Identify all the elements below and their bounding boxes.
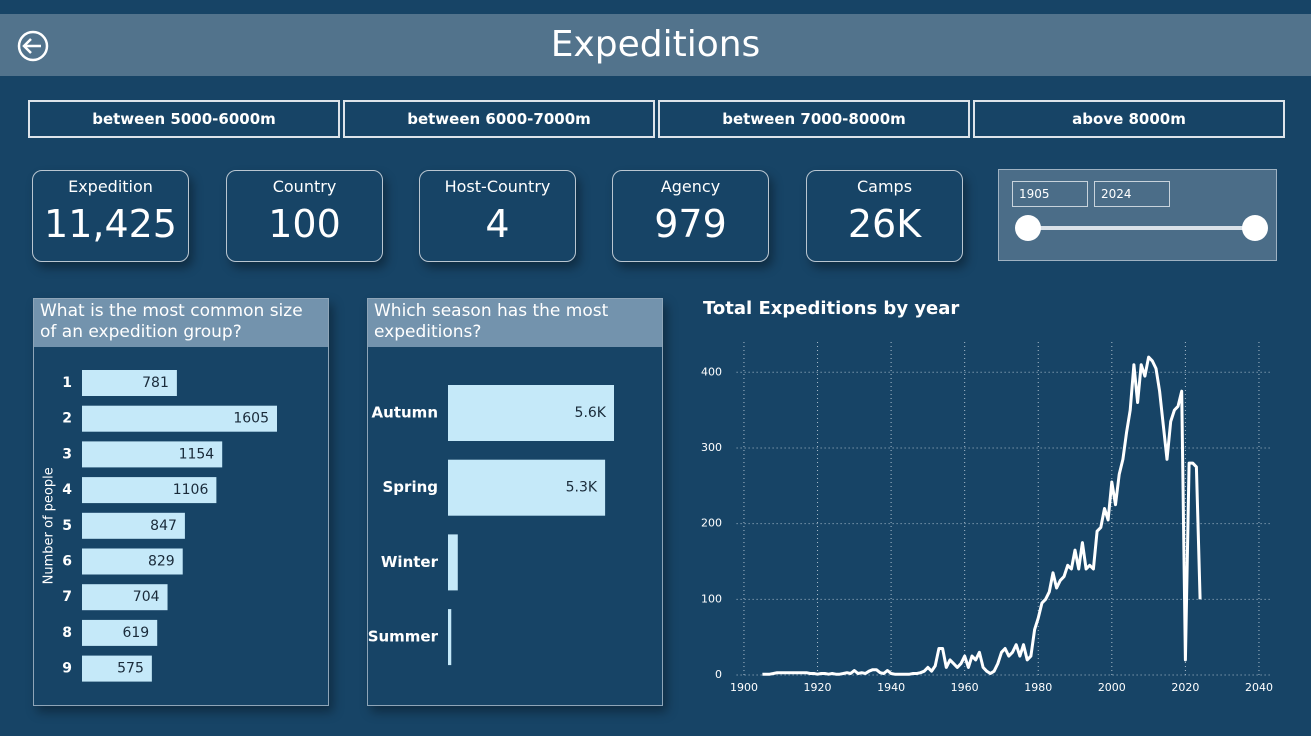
bar bbox=[82, 405, 277, 432]
data-label: 781 bbox=[142, 375, 169, 391]
kpi-card: Camps 26K bbox=[806, 170, 963, 262]
bar bbox=[82, 441, 223, 468]
bar bbox=[448, 534, 458, 591]
data-label: 575 bbox=[117, 661, 144, 677]
bar bbox=[448, 385, 614, 441]
year-slider: 1905 2024 bbox=[998, 169, 1277, 261]
bar bbox=[82, 370, 177, 396]
kpi-label: Camps bbox=[856, 177, 913, 196]
back-button[interactable] bbox=[17, 30, 49, 62]
kpi-label: Country bbox=[272, 177, 337, 196]
chart-panel: Which season has the most expeditions? bbox=[367, 298, 663, 706]
kpi-value: 4 bbox=[485, 202, 510, 246]
data-label: 1154 bbox=[179, 446, 215, 462]
filter-button[interactable]: between 5000-6000m bbox=[28, 100, 340, 138]
data-label: 704 bbox=[133, 589, 160, 605]
y-tick-label: 0 bbox=[715, 668, 722, 681]
x-tick-label: 1980 bbox=[1024, 681, 1052, 694]
kpi-card: Country 100 bbox=[226, 170, 383, 262]
bar bbox=[82, 548, 183, 575]
category-label: 2 bbox=[62, 411, 72, 427]
category-label: 5 bbox=[62, 518, 72, 534]
kpi-card: Expedition 11,425 bbox=[32, 170, 189, 262]
data-label: 1605 bbox=[233, 411, 269, 427]
bar bbox=[82, 512, 185, 539]
kpi-card: Agency 979 bbox=[612, 170, 769, 262]
bar bbox=[448, 609, 452, 666]
filter-button[interactable]: between 6000-7000m bbox=[343, 100, 655, 138]
chart-title: Total Expeditions by year bbox=[703, 298, 960, 319]
kpi-value: 26K bbox=[847, 202, 922, 246]
bar bbox=[82, 477, 217, 504]
category-label: 4 bbox=[62, 482, 72, 498]
category-label: Summer bbox=[368, 628, 439, 646]
header-bar bbox=[0, 14, 1311, 76]
data-label: 847 bbox=[150, 518, 177, 534]
slider-start[interactable]: 1905 bbox=[1012, 181, 1088, 207]
kpi-card: Host-Country 4 bbox=[419, 170, 576, 262]
data-label: 619 bbox=[122, 625, 149, 641]
x-tick-label: 2000 bbox=[1098, 681, 1126, 694]
chart-panel: What is the most common size of an exped… bbox=[33, 298, 329, 706]
data-label: 5.6K bbox=[575, 405, 607, 421]
filter-button[interactable]: above 8000m bbox=[973, 100, 1285, 138]
data-label: 5.3K bbox=[566, 480, 598, 496]
bar bbox=[82, 619, 158, 646]
x-tick-label: 2020 bbox=[1171, 681, 1199, 694]
y-axis-label: Number of people bbox=[42, 467, 57, 584]
x-tick-label: 1920 bbox=[804, 681, 832, 694]
chart-title: What is the most common size of an exped… bbox=[34, 299, 328, 347]
bar bbox=[82, 655, 152, 682]
category-label: 1 bbox=[62, 375, 72, 391]
category-label: Winter bbox=[381, 553, 439, 571]
category-label: 8 bbox=[62, 625, 72, 641]
y-tick-label: 200 bbox=[701, 517, 722, 530]
category-label: 7 bbox=[62, 589, 72, 605]
slider-track bbox=[1029, 226, 1257, 230]
slider-end[interactable]: 2024 bbox=[1094, 181, 1170, 207]
category-label: 6 bbox=[62, 554, 72, 570]
kpi-label: Expedition bbox=[68, 177, 153, 196]
line-series bbox=[762, 355, 1202, 676]
data-label: 1106 bbox=[173, 482, 209, 498]
chart-title: Which season has the most expeditions? bbox=[368, 299, 662, 347]
category-label: Spring bbox=[383, 478, 439, 496]
x-tick-label: 2040 bbox=[1245, 681, 1273, 694]
filter-button[interactable]: between 7000-8000m bbox=[658, 100, 970, 138]
bar bbox=[82, 584, 168, 611]
x-tick-label: 1900 bbox=[730, 681, 758, 694]
category-label: 3 bbox=[62, 446, 72, 462]
x-tick-label: 1960 bbox=[951, 681, 979, 694]
kpi-label: Agency bbox=[660, 177, 721, 196]
y-tick-label: 300 bbox=[701, 441, 722, 454]
page-title: Expeditions bbox=[550, 24, 761, 65]
slider-handle[interactable] bbox=[1242, 215, 1268, 241]
data-label: 829 bbox=[148, 554, 175, 570]
kpi-value: 100 bbox=[268, 202, 341, 246]
kpi-value: 979 bbox=[654, 202, 727, 246]
kpi-label: Host-Country bbox=[444, 177, 551, 196]
category-label: 9 bbox=[62, 661, 72, 677]
bar bbox=[448, 459, 606, 516]
y-tick-label: 100 bbox=[701, 592, 722, 605]
slider-handle[interactable] bbox=[1015, 215, 1041, 241]
category-label: Autumn bbox=[372, 404, 438, 422]
x-tick-label: 1940 bbox=[877, 681, 905, 694]
y-tick-label: 400 bbox=[701, 365, 722, 378]
kpi-value: 11,425 bbox=[44, 202, 177, 246]
